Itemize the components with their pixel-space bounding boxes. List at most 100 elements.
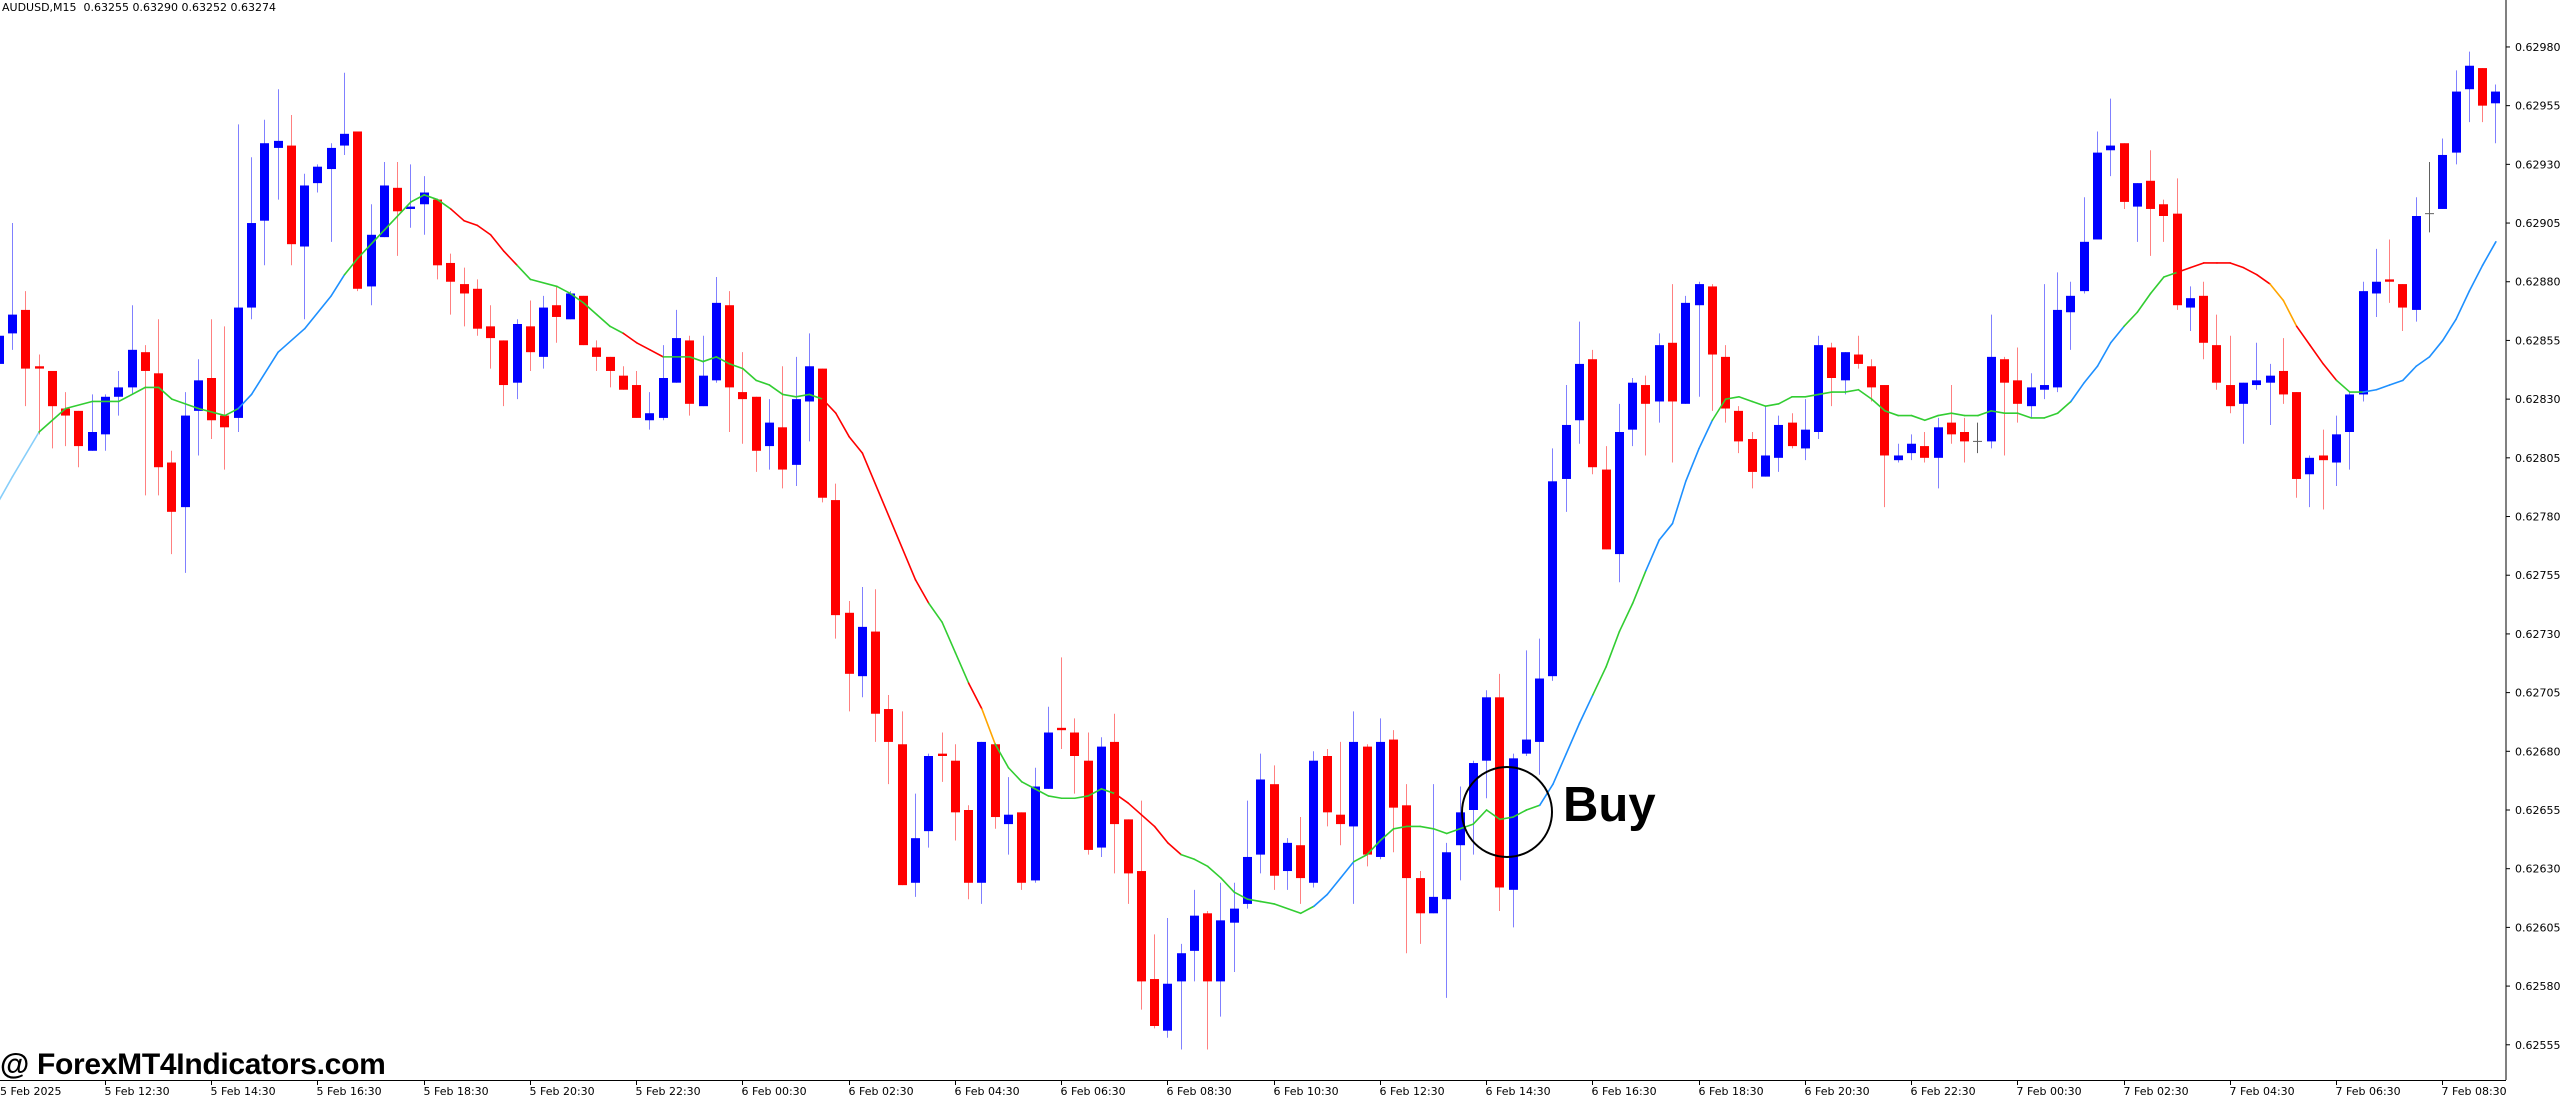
ma-segment <box>277 327 306 353</box>
candle <box>1017 812 1026 890</box>
candle-body <box>1641 385 1650 404</box>
ma-segment <box>1445 827 1461 835</box>
candle <box>2013 347 2022 423</box>
candle-body <box>552 305 561 317</box>
candle <box>1296 817 1305 904</box>
price-label: 0.62880 <box>2515 276 2560 289</box>
ma-segment <box>1777 395 1793 405</box>
candle <box>513 319 522 400</box>
candle-body <box>2385 279 2394 282</box>
candle-body <box>685 340 694 404</box>
candle <box>234 124 243 432</box>
candle-body <box>2319 455 2328 461</box>
candle <box>951 744 960 841</box>
candle <box>552 286 561 343</box>
ma-segment <box>529 278 558 288</box>
candle <box>1920 432 1929 463</box>
ma-segment <box>1751 400 1767 407</box>
candle <box>1256 753 1265 874</box>
candle <box>1615 403 1624 583</box>
ma-segment <box>250 351 279 396</box>
candle <box>2412 197 2421 322</box>
candle-body <box>327 147 336 170</box>
candle-body <box>1987 356 1996 442</box>
price-label: 0.62930 <box>2515 158 2560 171</box>
ma-segment <box>237 393 253 410</box>
candle <box>977 741 986 904</box>
ma-segment <box>728 363 744 370</box>
price-label: 0.62605 <box>2515 921 2560 934</box>
candle <box>619 366 628 390</box>
candle <box>2066 281 2075 350</box>
candle-body <box>1296 845 1305 879</box>
candle <box>1283 838 1292 890</box>
candle <box>1814 335 1823 440</box>
ma-segment <box>1738 395 1753 403</box>
candle-body <box>1548 481 1557 677</box>
candle-body <box>220 415 229 428</box>
candle-body <box>1748 439 1757 472</box>
price-label: 0.62730 <box>2515 628 2560 641</box>
candle-body <box>473 288 482 329</box>
time-label: 7 Feb 08:30 <box>2442 1085 2507 1098</box>
price-label: 0.62905 <box>2515 217 2560 230</box>
candle <box>1734 406 1743 454</box>
candle <box>1721 345 1730 423</box>
ma-segment <box>2322 363 2338 382</box>
ma-segment <box>1698 419 1714 450</box>
candle <box>2053 272 2062 393</box>
candle <box>526 300 535 371</box>
watermark: @ ForexMT4Indicators.com <box>0 1048 386 1081</box>
candle <box>1987 314 1996 449</box>
candle-body <box>181 415 190 508</box>
candle-body <box>632 385 641 418</box>
time-label: 6 Feb 06:30 <box>1061 1085 1126 1098</box>
ma-segment <box>2402 365 2417 382</box>
candle-body <box>1867 366 1876 388</box>
candle <box>1708 284 1717 411</box>
ma-segment <box>1419 825 1435 830</box>
ma-segment <box>596 313 611 328</box>
candle-body <box>1774 424 1783 458</box>
ma-segment <box>383 201 412 231</box>
candle-body <box>2146 180 2155 209</box>
candle-body <box>1150 979 1159 1026</box>
candle <box>260 119 269 266</box>
candle <box>499 340 508 407</box>
candle-body <box>924 756 933 832</box>
candle-body <box>2398 284 2407 308</box>
time-label: 6 Feb 00:30 <box>742 1085 807 1098</box>
ma-segment <box>1273 903 1302 915</box>
candle <box>1416 871 1425 944</box>
candle-body <box>1920 446 1929 458</box>
candle <box>220 326 229 470</box>
candle <box>1894 443 1903 463</box>
ma-segment <box>2415 356 2431 368</box>
time-label: 6 Feb 10:30 <box>1274 1085 1339 1098</box>
price-label: 0.62955 <box>2515 100 2560 113</box>
candle-body <box>1615 432 1624 555</box>
candle-body <box>672 338 681 383</box>
time-label: 5 Feb 16:30 <box>317 1085 382 1098</box>
candle-body <box>1376 741 1385 857</box>
candle <box>8 223 17 350</box>
ma-segment <box>702 356 718 363</box>
candle <box>1761 406 1770 477</box>
ma-segment <box>2149 276 2165 295</box>
candle <box>2385 239 2394 303</box>
candle <box>2000 356 2009 456</box>
candle <box>380 162 389 238</box>
candle-body <box>406 206 415 209</box>
candle-body <box>792 399 801 465</box>
candle <box>2332 415 2341 486</box>
ma-segment <box>1977 410 1993 417</box>
candle <box>287 115 296 266</box>
candle <box>566 291 575 320</box>
candle-body <box>247 223 256 308</box>
candle-body <box>1894 455 1903 461</box>
candle-body <box>1947 422 1956 435</box>
candle-body <box>2372 281 2381 294</box>
candle <box>1575 321 1584 444</box>
symbol-info: AUDUSD,M15 0.63255 0.63290 0.63252 0.632… <box>2 1 276 14</box>
